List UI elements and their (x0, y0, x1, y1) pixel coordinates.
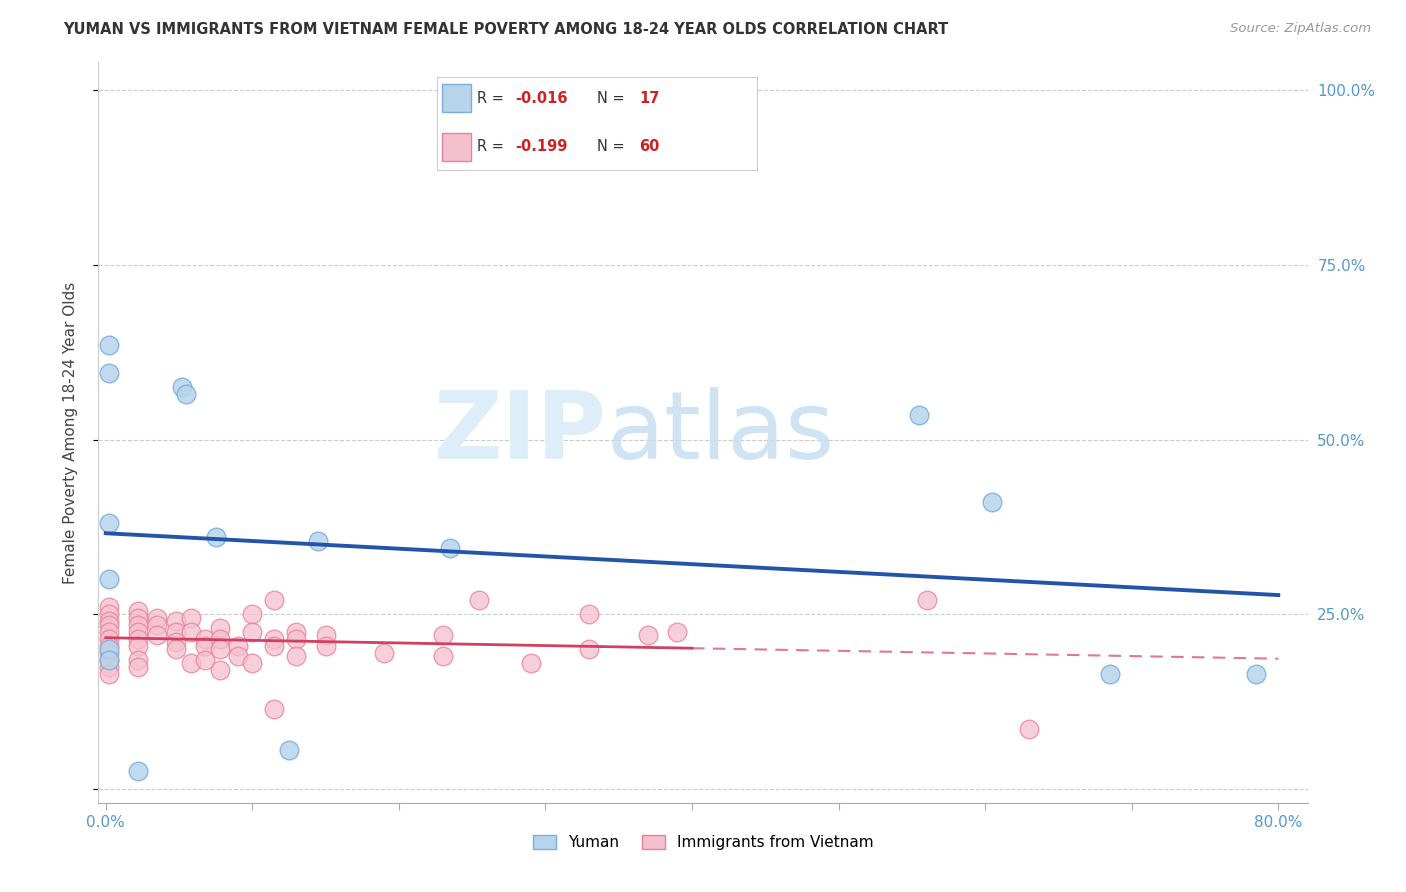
Point (285, 649, 308, 664)
Point (180, 656, 202, 670)
Point (1098, 666, 1121, 681)
Text: Source: ZipAtlas.com: Source: ZipAtlas.com (1230, 22, 1371, 36)
Point (981, 495, 1004, 509)
Point (97, 632, 120, 646)
Point (127, 652, 149, 666)
Point (127, 604, 149, 618)
Point (97, 516, 120, 531)
Point (146, 617, 169, 632)
Point (315, 628, 337, 642)
Point (165, 614, 187, 628)
Point (278, 743, 301, 757)
Point (180, 624, 202, 639)
Point (165, 642, 187, 657)
Point (209, 642, 232, 657)
Point (97, 652, 120, 666)
Point (263, 701, 285, 715)
Point (578, 607, 600, 622)
Point (97, 642, 120, 657)
Point (666, 624, 689, 639)
Point (915, 593, 938, 607)
Y-axis label: Female Poverty Among 18-24 Year Olds: Female Poverty Among 18-24 Year Olds (63, 282, 77, 583)
Point (520, 656, 543, 670)
Point (97, 572, 120, 586)
Point (97, 639, 120, 653)
Point (176, 387, 198, 401)
Point (127, 764, 149, 779)
Point (165, 624, 187, 639)
Point (263, 639, 285, 653)
Point (637, 628, 659, 642)
Point (1246, 666, 1268, 681)
Point (127, 624, 149, 639)
Point (285, 632, 308, 646)
Point (204, 530, 226, 544)
Point (97, 614, 120, 628)
Point (1018, 723, 1040, 737)
Point (439, 541, 461, 555)
Point (194, 652, 217, 666)
Point (97, 652, 120, 666)
Point (240, 656, 263, 670)
Point (373, 646, 395, 660)
Point (97, 624, 120, 639)
Point (226, 649, 249, 664)
Point (97, 666, 120, 681)
Point (127, 659, 149, 673)
Point (209, 663, 232, 677)
Point (170, 380, 193, 394)
Point (97, 366, 120, 380)
Point (127, 617, 149, 632)
Point (146, 611, 169, 625)
Point (97, 646, 120, 660)
Point (97, 659, 120, 673)
Text: YUMAN VS IMMIGRANTS FROM VIETNAM FEMALE POVERTY AMONG 18-24 YEAR OLDS CORRELATIO: YUMAN VS IMMIGRANTS FROM VIETNAM FEMALE … (63, 22, 949, 37)
Point (97, 607, 120, 622)
Point (194, 639, 217, 653)
Point (263, 632, 285, 646)
Point (307, 533, 329, 548)
Text: ZIP: ZIP (433, 386, 606, 479)
Point (432, 628, 454, 642)
Point (127, 632, 149, 646)
Point (240, 607, 263, 622)
Point (180, 611, 202, 625)
Point (194, 632, 217, 646)
Point (97, 600, 120, 615)
Point (209, 621, 232, 635)
Point (226, 639, 249, 653)
Point (432, 649, 454, 664)
Point (127, 611, 149, 625)
Point (97, 617, 120, 632)
Point (165, 635, 187, 649)
Point (468, 593, 491, 607)
Point (908, 408, 931, 422)
Point (146, 628, 169, 642)
Text: atlas: atlas (606, 386, 835, 479)
Point (285, 624, 308, 639)
Point (97, 338, 120, 352)
Legend: Yuman, Immigrants from Vietnam: Yuman, Immigrants from Vietnam (524, 828, 882, 858)
Point (578, 642, 600, 657)
Point (209, 632, 232, 646)
Point (127, 639, 149, 653)
Point (240, 624, 263, 639)
Point (263, 593, 285, 607)
Point (315, 639, 337, 653)
